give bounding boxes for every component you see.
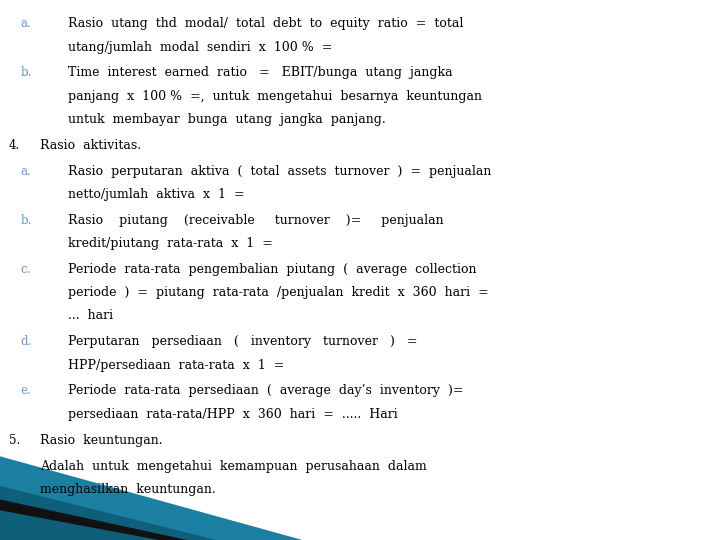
Text: menghasilkan  keuntungan.: menghasilkan keuntungan. (40, 483, 215, 496)
Text: Time  interest  earned  ratio   =   EBIT/bunga  utang  jangka: Time interest earned ratio = EBIT/bunga … (68, 66, 453, 79)
Text: c.: c. (20, 263, 30, 276)
Text: d.: d. (20, 335, 32, 348)
Text: 5.: 5. (9, 434, 20, 447)
Text: utang/jumlah  modal  sendiri  x  100 %  =: utang/jumlah modal sendiri x 100 % = (68, 40, 333, 53)
Polygon shape (0, 500, 187, 540)
Text: Rasio  utang  thd  modal/  total  debt  to  equity  ratio  =  total: Rasio utang thd modal/ total debt to equ… (68, 17, 464, 30)
Text: panjang  x  100 %  =,  untuk  mengetahui  besarnya  keuntungan: panjang x 100 % =, untuk mengetahui besa… (68, 90, 482, 103)
Polygon shape (0, 456, 302, 540)
Text: b.: b. (20, 214, 32, 227)
Text: periode  )  =  piutang  rata-rata  /penjualan  kredit  x  360  hari  =: periode ) = piutang rata-rata /penjualan… (68, 286, 489, 299)
Text: Rasio  keuntungan.: Rasio keuntungan. (40, 434, 162, 447)
Text: a.: a. (20, 165, 31, 178)
Text: Periode  rata-rata  pengembalian  piutang  (  average  collection: Periode rata-rata pengembalian piutang (… (68, 263, 477, 276)
Text: Rasio    piutang    (receivable     turnover    )=     penjualan: Rasio piutang (receivable turnover )= pe… (68, 214, 444, 227)
Text: kredit/piutang  rata-rata  x  1  =: kredit/piutang rata-rata x 1 = (68, 237, 274, 250)
Text: Adalah  untuk  mengetahui  kemampuan  perusahaan  dalam: Adalah untuk mengetahui kemampuan perusa… (40, 460, 426, 472)
Text: Periode  rata-rata  persediaan  (  average  day’s  inventory  )=: Periode rata-rata persediaan ( average d… (68, 384, 464, 397)
Text: ...  hari: ... hari (68, 309, 114, 322)
Text: Rasio  perputaran  aktiva  (  total  assets  turnover  )  =  penjualan: Rasio perputaran aktiva ( total assets t… (68, 165, 492, 178)
Text: netto/jumlah  aktiva  x  1  =: netto/jumlah aktiva x 1 = (68, 188, 245, 201)
Text: persediaan  rata-rata/HPP  x  360  hari  =  .....  Hari: persediaan rata-rata/HPP x 360 hari = ..… (68, 408, 398, 421)
Text: HPP/persediaan  rata-rata  x  1  =: HPP/persediaan rata-rata x 1 = (68, 359, 285, 372)
Text: b.: b. (20, 66, 32, 79)
Text: untuk  membayar  bunga  utang  jangka  panjang.: untuk membayar bunga utang jangka panjan… (68, 113, 386, 126)
Text: 4.: 4. (9, 139, 20, 152)
Text: Rasio  aktivitas.: Rasio aktivitas. (40, 139, 140, 152)
Polygon shape (0, 486, 216, 540)
Text: a.: a. (20, 17, 31, 30)
Text: e.: e. (20, 384, 31, 397)
Text: Perputaran   persediaan   (   inventory   turnover   )   =: Perputaran persediaan ( inventory turnov… (68, 335, 418, 348)
